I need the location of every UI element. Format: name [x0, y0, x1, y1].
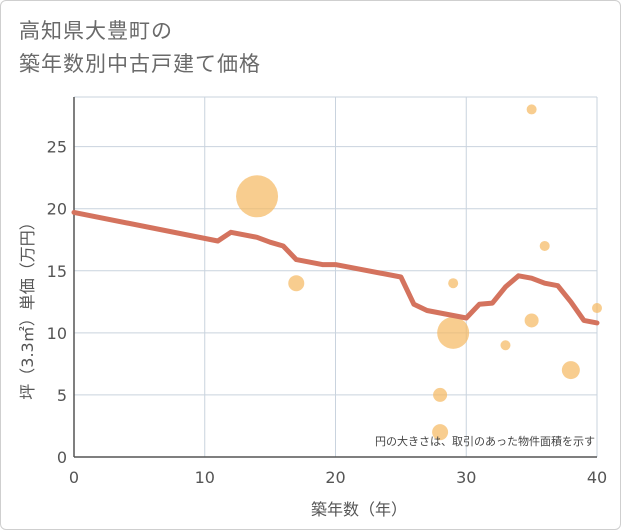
bubble-point-1 — [288, 275, 305, 292]
x-tick-label-20: 20 — [325, 468, 345, 487]
bubble-point-3 — [432, 424, 449, 441]
bubble-point-8 — [524, 313, 539, 328]
x-axis-ticks: 0 10 20 30 40 — [69, 468, 607, 487]
x-tick-label-40: 40 — [587, 468, 607, 487]
x-tick-label-0: 0 — [69, 468, 79, 487]
bubble-point-5 — [448, 278, 459, 289]
y-tick-label-0: 0 — [57, 448, 67, 467]
y-tick-label-20: 20 — [47, 200, 67, 219]
y-axis-ticks: 0 5 10 15 20 25 — [47, 138, 67, 467]
bubble-point-2 — [433, 387, 448, 402]
y-tick-label-25: 25 — [47, 138, 67, 157]
bubble-point-6 — [500, 340, 511, 351]
bubble-point-11 — [592, 303, 602, 314]
y-tick-label-5: 5 — [57, 386, 67, 405]
x-tick-label-10: 10 — [195, 468, 215, 487]
x-tick-label-30: 30 — [456, 468, 476, 487]
bubble-point-7 — [526, 104, 537, 115]
bubble-point-0 — [236, 175, 279, 218]
trend-line — [71, 209, 600, 326]
chart-title-line-1: 高知県大豊町の — [19, 19, 173, 43]
y-tick-label-15: 15 — [47, 262, 67, 281]
chart-title-line-2: 築年数別中古戸建て価格 — [19, 52, 261, 76]
grid — [73, 96, 598, 458]
x-axis-label: 築年数（年） — [311, 500, 407, 519]
size-note: 円の大きさは、取引のあった物件面積を示す — [375, 434, 595, 448]
bubble-point-9 — [539, 240, 550, 251]
trend-series — [71, 209, 600, 326]
y-axis-label: 坪（3.3㎡）単価（万円） — [18, 214, 37, 399]
y-tick-label-10: 10 — [47, 324, 67, 343]
bubble-point-10 — [561, 361, 580, 380]
bubble-point-4 — [437, 316, 470, 349]
chart-title: 高知県大豊町の 築年数別中古戸建て価格 — [19, 15, 261, 81]
bubble-series — [236, 104, 602, 441]
